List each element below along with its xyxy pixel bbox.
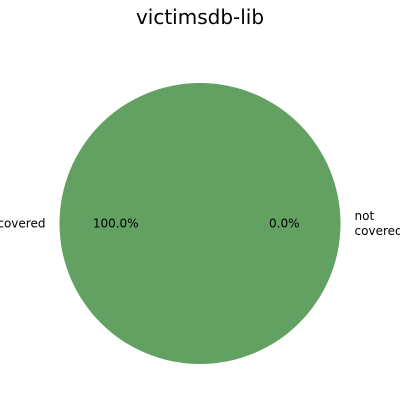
pie-slices: [59, 83, 341, 364]
pie-pct-label: 0.0%: [269, 217, 300, 231]
pie-pct-label: 100.0%: [93, 217, 139, 231]
pie-slice-covered: [59, 83, 341, 364]
pie-labels: 100.0% covered 0.0% not covered: [0, 209, 400, 238]
pie-category-label: covered: [0, 217, 45, 231]
chart-title: victimsdb-lib: [136, 5, 264, 29]
pie-category-label: not covered: [355, 209, 400, 238]
